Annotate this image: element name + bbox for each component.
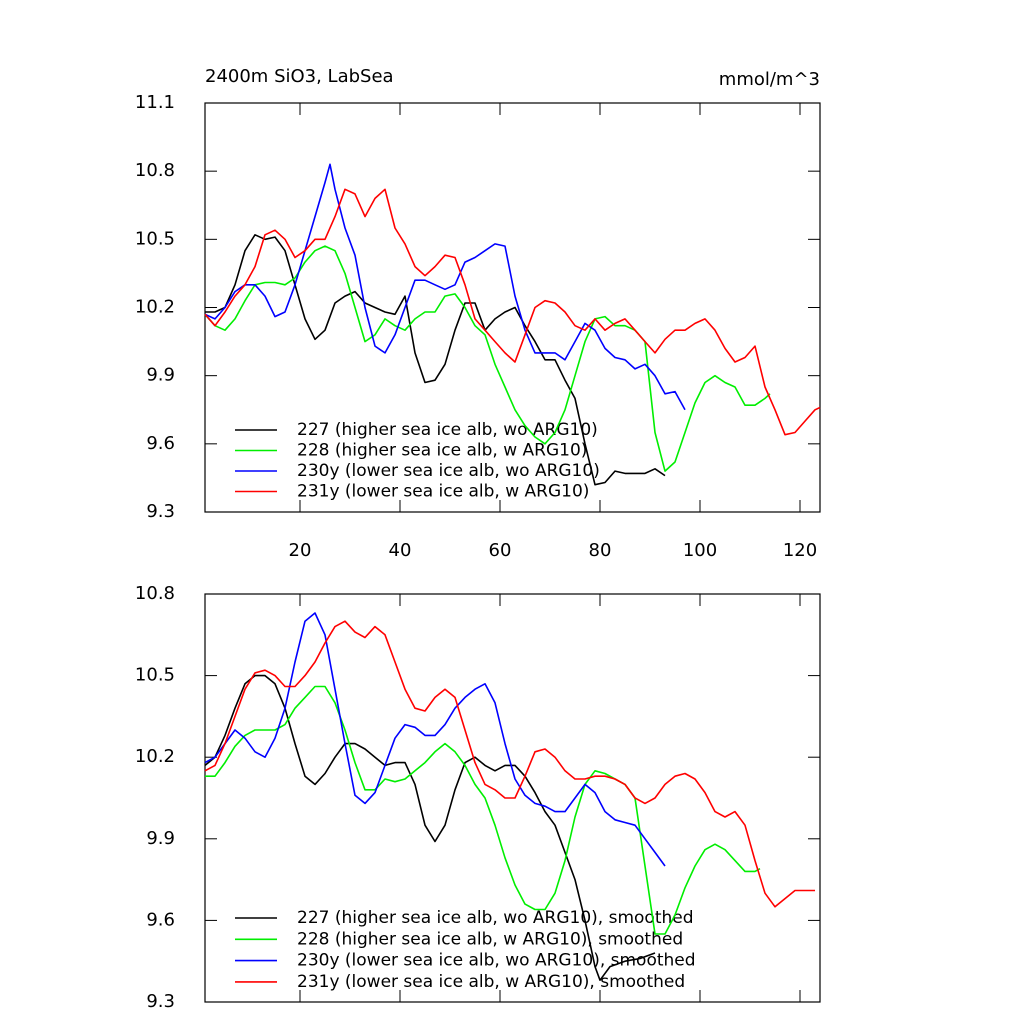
legend-label: 230y (lower sea ice alb, wo ARG10), smoo… <box>297 951 696 971</box>
y-tick-label: 10.8 <box>135 583 175 604</box>
legend-label: 231y (lower sea ice alb, w ARG10) <box>297 482 589 502</box>
legend-label: 230y (lower sea ice alb, wo ARG10) <box>297 461 600 481</box>
y-tick-label: 9.6 <box>146 433 175 454</box>
y-tick-label: 9.9 <box>146 828 175 849</box>
legend-label: 228 (higher sea ice alb, w ARG10), smoot… <box>297 929 683 949</box>
y-tick-label: 9.3 <box>146 991 175 1012</box>
series-line <box>205 685 761 935</box>
legend-label: 227 (higher sea ice alb, wo ARG10), smoo… <box>297 908 694 928</box>
x-tick-label: 60 <box>489 540 512 561</box>
series-line <box>204 612 666 867</box>
x-tick-label: 80 <box>589 540 612 561</box>
series-line <box>204 620 815 908</box>
legend-label: 227 (higher sea ice alb, wo ARG10) <box>297 420 598 440</box>
y-tick-label: 10.5 <box>135 228 175 249</box>
x-tick-label: 40 <box>389 540 412 561</box>
y-tick-label: 10.5 <box>135 665 175 686</box>
legend-label: 231y (lower sea ice alb, w ARG10), smoot… <box>297 972 685 992</box>
y-tick-label: 9.9 <box>146 365 175 386</box>
units-label: mmol/m^3 <box>719 69 820 90</box>
chart-title: 2400m SiO3, LabSea <box>205 66 394 87</box>
y-tick-label: 11.1 <box>135 92 175 113</box>
x-tick-label: 120 <box>783 540 817 561</box>
y-tick-label: 9.3 <box>146 501 175 522</box>
series-line <box>204 674 656 981</box>
y-tick-label: 9.6 <box>146 909 175 930</box>
x-tick-label: 100 <box>683 540 717 561</box>
series-line <box>204 188 821 436</box>
y-tick-label: 10.8 <box>135 160 175 181</box>
series-line <box>205 234 666 486</box>
plot-frame <box>204 593 821 1003</box>
y-tick-label: 10.2 <box>135 297 175 318</box>
x-tick-label: 20 <box>289 540 312 561</box>
series-line <box>204 163 686 411</box>
legend-label: 228 (higher sea ice alb, w ARG10) <box>297 441 587 461</box>
y-tick-label: 10.2 <box>135 746 175 767</box>
